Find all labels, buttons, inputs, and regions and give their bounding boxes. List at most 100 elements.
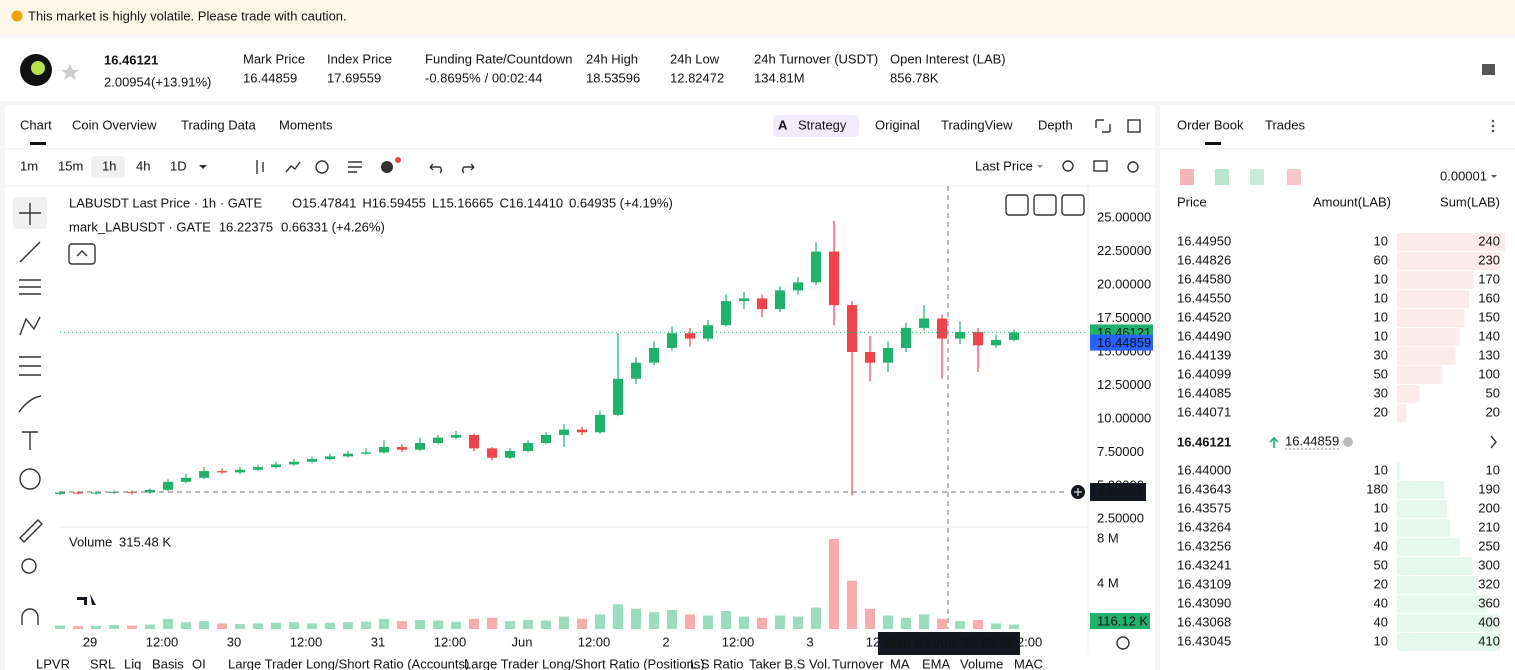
text-tool[interactable] xyxy=(22,431,38,450)
book-amount: 40 xyxy=(1374,595,1388,610)
book-amount: 10 xyxy=(1374,290,1388,305)
chart-settings[interactable] xyxy=(1127,161,1139,173)
book-mode[interactable] xyxy=(1215,169,1229,185)
banner xyxy=(0,0,1515,34)
legend-toggle[interactable] xyxy=(68,243,96,265)
mark-price-box xyxy=(1090,334,1153,351)
interval[interactable]: 1h xyxy=(102,158,116,173)
indicator[interactable]: MACD xyxy=(1014,656,1052,670)
zoom-tool[interactable] xyxy=(21,558,37,574)
indicator[interactable]: L.S Ratio xyxy=(690,656,743,670)
indicator[interactable]: Basis xyxy=(152,656,184,670)
view-tab[interactable]: TradingView xyxy=(941,117,1013,132)
book-amount: 30 xyxy=(1374,385,1388,400)
price-type[interactable]: Last Price xyxy=(975,158,1033,173)
indicator-fade xyxy=(1043,656,1083,670)
fullscreen[interactable] xyxy=(1095,119,1111,133)
tab[interactable]: Coin Overview xyxy=(72,117,157,132)
more[interactable] xyxy=(1491,129,1495,133)
pattern-tool[interactable] xyxy=(19,316,41,336)
chart-panel xyxy=(5,105,1155,670)
strategy-pill[interactable] xyxy=(773,115,859,137)
depth-bar xyxy=(1397,500,1448,518)
scroll-btn[interactable] xyxy=(1005,194,1029,216)
search[interactable] xyxy=(1062,160,1074,172)
crosshair-price-box xyxy=(1090,483,1146,502)
undo[interactable] xyxy=(429,163,442,174)
templates[interactable] xyxy=(348,161,362,173)
candle-body xyxy=(847,305,857,352)
tab[interactable]: Chart xyxy=(20,117,52,132)
mark-info xyxy=(1343,437,1353,447)
fib-tool[interactable] xyxy=(19,279,41,295)
settings-icon[interactable] xyxy=(1482,64,1495,75)
view-tab[interactable]: Depth xyxy=(1038,117,1073,132)
indicator[interactable]: LPVR xyxy=(36,656,70,670)
book-mode[interactable] xyxy=(1287,169,1301,185)
interval[interactable]: 4h xyxy=(136,158,150,173)
tab[interactable]: Moments xyxy=(279,117,333,132)
chevron[interactable] xyxy=(1490,435,1497,449)
interval[interactable]: 1m xyxy=(20,158,38,173)
dropdown[interactable] xyxy=(199,165,207,169)
dropdown[interactable] xyxy=(1037,165,1043,168)
depth-bar xyxy=(1397,309,1465,327)
book-sum: 160 xyxy=(1478,290,1500,305)
depth-bar xyxy=(1397,328,1460,346)
indicator[interactable]: Large Trader Long/Short Ratio (Accounts) xyxy=(228,656,469,670)
book-mode[interactable] xyxy=(1250,169,1264,185)
indicator[interactable]: OI xyxy=(192,656,206,670)
book-sum: 410 xyxy=(1478,633,1500,648)
indicator[interactable]: Taker B.S Vol. xyxy=(749,656,831,670)
collapse-btn[interactable] xyxy=(1033,194,1057,216)
book-price: 16.43109 xyxy=(1177,576,1231,591)
indicator[interactable]: MA xyxy=(890,656,910,670)
indicator[interactable]: Liq xyxy=(124,656,141,670)
maximize[interactable] xyxy=(1127,119,1141,133)
indicator[interactable]: Turnover xyxy=(832,656,884,670)
ruler-tool[interactable] xyxy=(19,519,43,543)
goto[interactable] xyxy=(1116,636,1130,650)
y-tick-label: 20.00000 xyxy=(1097,276,1151,291)
crosshair-tool[interactable] xyxy=(19,203,41,225)
brush-tool[interactable] xyxy=(18,395,42,413)
volume-bar xyxy=(55,625,65,629)
indicator[interactable] xyxy=(315,160,329,174)
more[interactable] xyxy=(1491,124,1495,128)
dropdown[interactable] xyxy=(1491,175,1497,178)
indicator[interactable]: EMA xyxy=(922,656,951,670)
favorite[interactable] xyxy=(61,64,79,80)
book-mode[interactable] xyxy=(1180,169,1194,185)
book-tab[interactable]: Trades xyxy=(1265,117,1305,132)
view-tab[interactable]: Original xyxy=(875,117,920,132)
snapshot[interactable] xyxy=(1093,160,1108,172)
forecast-tool[interactable] xyxy=(19,356,41,376)
redo[interactable] xyxy=(462,163,475,174)
interval[interactable]: 1D xyxy=(170,158,187,173)
indicator[interactable]: Volume xyxy=(960,656,1003,670)
depth-bar xyxy=(1397,557,1473,575)
trendline-tool[interactable] xyxy=(19,241,41,263)
precision[interactable]: 0.00001 xyxy=(1440,168,1487,183)
depth-bar xyxy=(1397,404,1406,422)
interval-active[interactable] xyxy=(91,156,125,178)
chart-type[interactable] xyxy=(256,160,301,174)
ohlc-label: L xyxy=(432,195,439,210)
candle-body xyxy=(937,318,947,339)
volume-bar xyxy=(631,608,641,629)
magnet-tool[interactable] xyxy=(21,608,39,625)
book-amount: 180 xyxy=(1366,481,1388,496)
book-sum: 190 xyxy=(1478,481,1500,496)
volume-bar xyxy=(667,609,677,629)
indicator[interactable]: SRL xyxy=(90,656,115,670)
add[interactable] xyxy=(381,161,393,173)
more[interactable] xyxy=(1491,119,1495,123)
emoji-tool[interactable] xyxy=(19,468,41,490)
interval[interactable]: 15m xyxy=(58,158,83,173)
book-tab[interactable]: Order Book xyxy=(1177,117,1244,132)
reset-btn[interactable] xyxy=(1061,194,1085,216)
indicator[interactable]: Large Trader Long/Short Ratio (Positions… xyxy=(464,656,705,670)
tab[interactable]: Trading Data xyxy=(181,117,256,132)
view-tab[interactable]: Strategy xyxy=(798,117,847,132)
